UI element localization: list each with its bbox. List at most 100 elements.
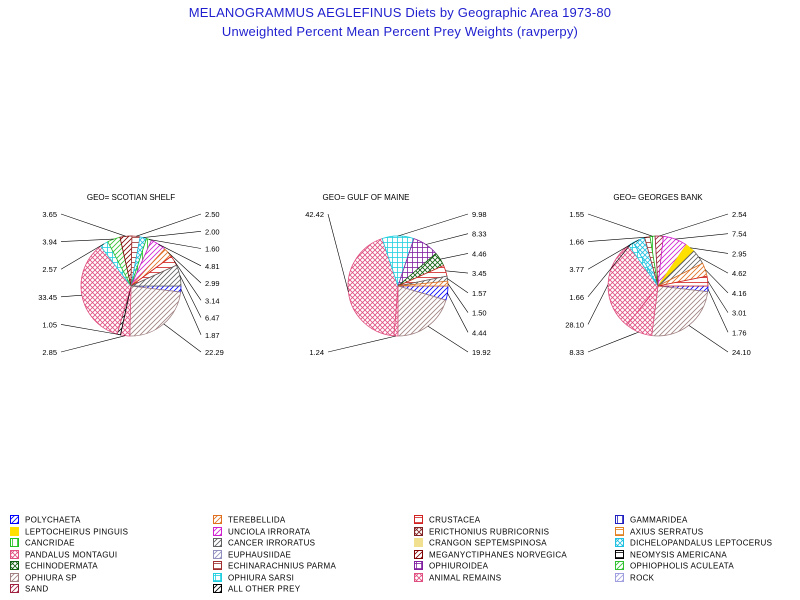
pie-title: GEO= SCOTIAN SHELF [87,193,175,202]
slice-label: 1.24 [309,348,324,357]
legend-item: MEGANYCTIPHANES NORVEGICA [414,549,567,559]
slice-label: 3.65 [42,210,57,219]
slice-label: 1.87 [205,331,220,340]
slice-label: 42.42 [305,210,324,219]
legend-swatch [414,572,423,582]
slice-label: 28.10 [565,320,584,329]
legend-swatch [615,526,624,536]
legend-item: LEPTOCHEIRUS PINGUIS [10,526,128,536]
legend-swatch [10,526,19,536]
slice-label: 4.44 [472,328,487,337]
leader-line [136,213,202,237]
slice-label: 33.45 [38,293,57,302]
leader-line [158,243,202,267]
legend-swatch [213,526,222,536]
slice-label: 2.85 [42,348,57,357]
slice-label: 1.60 [205,245,220,254]
slice-label: 1.76 [732,328,747,337]
slice-label: 2.95 [732,249,747,258]
leader-line [447,292,469,333]
leader-line [688,325,729,353]
leader-line [327,335,396,353]
slice-label: 4.16 [732,289,747,298]
legend-swatch [615,538,624,548]
leader-line [179,275,202,318]
leader-line [148,239,202,249]
slice-label: 4.46 [472,249,487,258]
leader-line [587,284,609,325]
leader-line [60,243,105,270]
legend-label: ECHINARACHNIUS PARMA [228,561,337,571]
legend-swatch [414,538,423,548]
slice-label: 4.81 [205,262,220,271]
legend-swatch [615,572,624,582]
legend-swatch [10,584,19,594]
legend-item: DICHELOPANDALUS LEPTOCERUS [615,538,773,548]
slice-label: 6.47 [205,314,220,323]
slice-label: 1.05 [42,320,57,329]
legend-label: OPHIURA SP [25,572,77,582]
pie-slice [130,264,182,287]
slice-label: 4.62 [732,269,747,278]
legend-item: ERICTHONIUS RUBRICORNIS [414,526,550,536]
legend-swatch [10,538,19,548]
leader-line [60,238,114,242]
slice-label: 2.50 [205,210,220,219]
legend-label: TEREBELLIDA [228,515,286,525]
legend-item: PANDALUS MONTAGUI [10,549,117,559]
legend-label: UNCIOLA IRRORATA [228,526,311,536]
legend-label: SAND [25,584,49,594]
slice-label: 1.66 [569,293,584,302]
legend-label: ALL OTHER PREY [228,584,301,594]
slice-label: 24.10 [732,348,751,357]
chart-subtitle: Unweighted Percent Mean Percent Prey Wei… [221,24,579,39]
legend-label: CRUSTACEA [429,515,481,525]
legend-item: CANCER IRRORATUS [213,538,315,548]
legend-swatch [10,561,19,571]
slice-label: 3.14 [205,296,220,305]
leader-line [675,233,729,240]
pie-slice [657,275,709,287]
pie-slice [607,244,659,326]
leader-line [659,213,729,237]
leader-line [143,231,202,238]
leader-line [60,335,126,353]
chart-title: MELANOGRAMMUS AEGLEFINUS Diets by Geogra… [188,5,612,20]
leader-line [587,331,639,353]
leader-line [163,323,202,353]
slice-label: 3.01 [732,309,747,318]
legend-swatch [213,584,222,594]
legend-item: TEREBELLIDA [213,515,286,525]
leader-line [707,280,729,313]
slice-label: 1.50 [472,309,487,318]
leader-line [60,294,82,298]
legend-swatch [213,572,222,582]
legend-item: OPHIUROIDEA [414,561,488,571]
legend-item: SAND [10,584,49,594]
slice-label: 3.45 [472,269,487,278]
leader-line [180,288,202,335]
legend-swatch [213,538,222,548]
legend-label: ECHINODERMATA [25,561,98,571]
legend-swatch [10,572,19,582]
leader-line [440,253,469,260]
legend-item: CRANGON SEPTEMSPINOSA [414,538,547,548]
leader-line [587,243,632,297]
legend-item: NEOMYSIS AMERICANA [615,549,727,559]
legend-swatch [414,561,423,571]
legend-label: DICHELOPANDALUS LEPTOCERUS [630,538,773,548]
pie-slice [651,285,709,337]
pie-title: GEO= GEORGES BANK [613,193,703,202]
pie-slice [397,285,447,337]
leader-line [398,213,469,237]
legend-item: CANCRIDAE [10,538,75,548]
leader-line [173,260,202,301]
legend-swatch [213,549,222,559]
leader-line [425,233,469,245]
legend-item: ROCK [615,572,655,582]
legend-label: OPHIOPHOLIS ACULEATA [630,561,734,571]
legend-label: ROCK [630,572,655,582]
legend-label: ERICTHONIUS RUBRICORNIS [429,526,550,536]
legend-swatch [414,549,423,559]
